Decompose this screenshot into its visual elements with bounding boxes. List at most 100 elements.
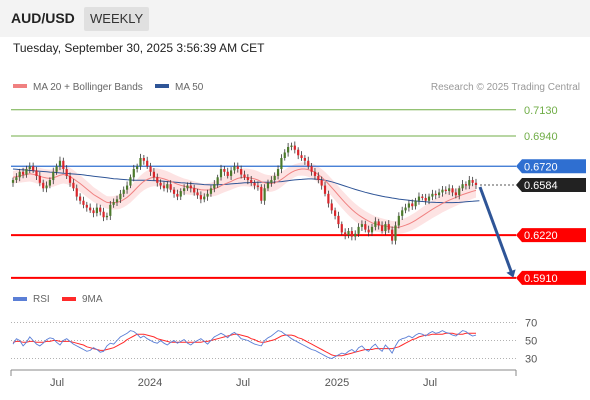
- candle-body: [327, 193, 330, 204]
- candle-body: [223, 169, 226, 172]
- candle-body: [448, 188, 451, 192]
- candle-body: [303, 158, 306, 161]
- candle-body: [283, 152, 286, 158]
- candle-body: [437, 192, 441, 196]
- candle-body: [313, 171, 317, 176]
- candle-body: [350, 231, 353, 237]
- candle-body: [75, 188, 78, 197]
- candle-body: [216, 177, 219, 185]
- candle-body: [260, 186, 263, 201]
- candle-body: [276, 169, 280, 176]
- candle-body: [152, 171, 156, 178]
- rsi-legend-swatch: [13, 297, 27, 301]
- candle-body: [263, 188, 266, 201]
- symbol-label: AUD/USD: [11, 10, 75, 26]
- x-tick-label: 2024: [138, 377, 162, 389]
- level-tag-0.6220: [516, 228, 586, 243]
- x-tick-label: Jul: [50, 377, 64, 389]
- chart-datetime: Tuesday, September 30, 2025 3:56:39 AM C…: [13, 41, 265, 55]
- candle-body: [357, 226, 360, 234]
- candle-body: [333, 210, 337, 216]
- level-label-0.6940: 0.6940: [524, 131, 558, 143]
- candle-body: [219, 169, 223, 178]
- candle-body: [474, 182, 478, 186]
- candle-body: [411, 203, 414, 207]
- candle-body: [337, 215, 340, 225]
- candle-body: [229, 170, 233, 176]
- candle-body: [15, 177, 18, 181]
- candle-body: [424, 197, 427, 201]
- rsi-ma-line: [12, 332, 476, 357]
- candle-body: [377, 221, 380, 226]
- candle-body: [380, 225, 384, 232]
- candle-body: [317, 175, 320, 181]
- rsi-line: [12, 330, 477, 359]
- candle-body: [360, 224, 364, 227]
- projection-arrowhead: [506, 269, 516, 278]
- candle-body: [407, 203, 410, 208]
- candle-body: [401, 210, 404, 216]
- candle-body: [307, 160, 310, 167]
- x-tick-label: Jul: [423, 377, 437, 389]
- candle-body: [85, 204, 88, 208]
- candle-body: [18, 171, 21, 178]
- candle-body: [394, 225, 397, 241]
- candle-body: [397, 215, 400, 226]
- ma50-line: [12, 168, 480, 204]
- candle-body: [468, 180, 471, 186]
- candle-body: [62, 160, 65, 170]
- candle-body: [196, 192, 199, 196]
- candle-body: [246, 177, 249, 181]
- candle-body: [89, 207, 92, 211]
- candle-body: [240, 169, 243, 175]
- rsi-tick-label: 30: [525, 354, 537, 366]
- rsi-tick-label: 50: [525, 336, 537, 348]
- candle-body: [146, 160, 149, 167]
- candle-body: [243, 174, 246, 178]
- candle-body: [166, 184, 169, 189]
- projection-arrow: [478, 186, 514, 275]
- candle-body: [431, 193, 434, 197]
- candle-body: [434, 193, 437, 196]
- candle-body: [421, 196, 424, 198]
- candle-body: [105, 215, 109, 218]
- candle-body: [183, 188, 186, 192]
- candle-body: [374, 221, 377, 227]
- level-tag-0.5910: [516, 270, 586, 285]
- candle-body: [354, 233, 357, 237]
- candle-body: [266, 182, 270, 189]
- candle-body: [256, 185, 260, 187]
- level-tag-0.6584: [516, 178, 586, 193]
- level-tag-0.6720: [516, 159, 586, 174]
- candle-body: [48, 180, 52, 186]
- candle-body: [55, 166, 58, 172]
- candle-body: [310, 166, 313, 172]
- candle-body: [300, 155, 303, 158]
- ma50-legend-swatch: [155, 84, 169, 88]
- level-label-0.6720: 0.6720: [524, 161, 558, 173]
- candle-body: [125, 185, 129, 190]
- candle-body: [464, 184, 468, 186]
- timeframe-button[interactable]: WEEKLY: [84, 7, 150, 31]
- candle-body: [458, 188, 461, 196]
- level-label-0.7130: 0.7130: [524, 105, 558, 117]
- candle-body: [444, 189, 447, 192]
- ma20-legend-label: MA 20 + Bollinger Bands: [33, 82, 143, 93]
- candle-body: [99, 207, 102, 212]
- level-label-0.5910: 0.5910: [524, 273, 558, 285]
- candle-body: [72, 182, 75, 189]
- candle-body: [209, 188, 213, 194]
- candle-body: [79, 196, 82, 201]
- candle-body: [68, 175, 72, 183]
- ma50-legend-label: MA 50: [175, 82, 204, 93]
- candle-body: [290, 145, 293, 147]
- candle-body: [142, 158, 145, 161]
- candle-body: [186, 185, 189, 189]
- candle-body: [236, 166, 239, 170]
- candle-body: [253, 182, 256, 186]
- candle-body: [370, 226, 374, 233]
- x-tick-label: 2025: [325, 377, 349, 389]
- candle-body: [330, 203, 333, 211]
- rsi-ma-legend-swatch: [62, 297, 76, 301]
- candle-body: [35, 170, 38, 176]
